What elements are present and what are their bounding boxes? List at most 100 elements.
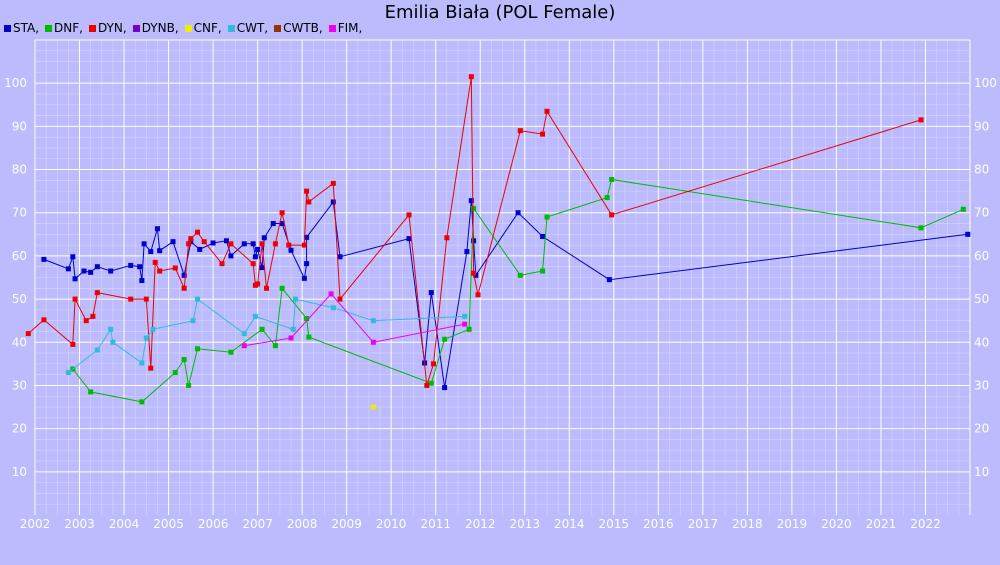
y-tick-label-right: 40 xyxy=(974,335,989,349)
data-point xyxy=(255,281,261,287)
legend-label: FIM, xyxy=(337,21,363,35)
data-point xyxy=(186,241,192,247)
data-point xyxy=(468,198,474,204)
data-point xyxy=(304,188,310,194)
data-point xyxy=(250,261,256,267)
x-tick-label: 2009 xyxy=(331,517,362,531)
y-tick-label-right: 70 xyxy=(974,206,989,220)
data-point xyxy=(65,370,71,375)
x-tick-label: 2020 xyxy=(821,517,852,531)
y-tick-label-left: 50 xyxy=(12,292,27,306)
data-point xyxy=(108,326,114,332)
data-point xyxy=(137,264,143,270)
data-point xyxy=(540,233,546,239)
data-point xyxy=(108,268,114,274)
series-line xyxy=(43,200,968,388)
data-point xyxy=(139,360,145,366)
data-point xyxy=(143,335,149,341)
data-point xyxy=(424,382,430,388)
x-tick-label: 2015 xyxy=(599,517,630,531)
data-point xyxy=(272,241,278,247)
data-point xyxy=(223,238,229,244)
y-tick-label-right: 50 xyxy=(974,292,989,306)
data-point xyxy=(261,235,267,241)
data-point xyxy=(154,226,160,232)
data-point xyxy=(515,210,521,216)
data-point xyxy=(466,326,472,332)
data-point xyxy=(190,318,196,324)
legend-label: DNF, xyxy=(54,21,83,35)
y-tick-label-right: 20 xyxy=(974,422,989,436)
y-tick-label-left: 70 xyxy=(12,206,27,220)
x-tick-label: 2022 xyxy=(910,517,941,531)
data-point xyxy=(292,296,298,302)
data-point xyxy=(228,253,234,259)
data-point xyxy=(290,326,296,332)
data-point xyxy=(259,241,265,247)
x-tick-label: 2019 xyxy=(777,517,808,531)
data-point xyxy=(544,214,550,220)
data-point xyxy=(462,321,468,327)
data-point xyxy=(65,266,71,272)
data-point xyxy=(252,254,258,260)
data-point xyxy=(197,246,203,252)
data-point xyxy=(444,235,450,241)
data-point xyxy=(471,270,477,276)
x-tick-label: 2005 xyxy=(153,517,184,531)
data-point xyxy=(464,249,470,255)
data-point xyxy=(70,254,76,260)
x-tick-label: 2007 xyxy=(242,517,273,531)
data-point xyxy=(241,343,247,349)
data-point xyxy=(442,336,448,342)
data-point xyxy=(250,241,256,247)
data-point xyxy=(128,296,134,302)
data-point xyxy=(330,305,336,311)
data-point xyxy=(259,265,265,271)
data-point xyxy=(918,225,924,231)
data-point xyxy=(370,318,376,324)
data-point xyxy=(94,290,100,296)
y-tick-label-left: 100 xyxy=(4,76,27,90)
data-point xyxy=(279,210,285,216)
data-point xyxy=(304,261,310,267)
data-point xyxy=(201,239,207,245)
data-point xyxy=(41,256,47,262)
data-point xyxy=(72,296,78,302)
data-point xyxy=(139,399,145,405)
data-point xyxy=(110,339,116,345)
data-point xyxy=(88,389,94,395)
data-point xyxy=(288,335,294,341)
data-point xyxy=(301,275,307,281)
legend-item: DYN, xyxy=(88,20,127,36)
y-tick-label-left: 20 xyxy=(12,422,27,436)
data-point xyxy=(152,259,158,265)
data-point xyxy=(279,221,285,227)
data-point xyxy=(960,206,966,212)
y-tick-label-left: 10 xyxy=(12,465,27,479)
data-point xyxy=(370,404,376,410)
data-point xyxy=(94,347,100,353)
x-tick-label: 2010 xyxy=(376,517,407,531)
data-point xyxy=(188,236,194,242)
legend-swatch xyxy=(45,24,53,32)
data-point xyxy=(41,317,47,323)
data-point xyxy=(430,361,436,367)
series-line xyxy=(244,293,465,347)
x-tick-label: 2011 xyxy=(420,517,451,531)
data-point xyxy=(330,199,336,205)
data-point xyxy=(428,380,434,386)
data-point xyxy=(128,262,134,268)
data-point xyxy=(228,241,234,247)
data-point xyxy=(330,180,336,186)
x-tick-label: 2012 xyxy=(465,517,496,531)
data-point xyxy=(462,313,468,319)
data-point xyxy=(540,131,546,137)
legend-swatch xyxy=(4,24,11,32)
data-point xyxy=(241,331,247,337)
data-point xyxy=(475,292,481,298)
x-tick-label: 2002 xyxy=(20,517,51,531)
data-point xyxy=(442,385,448,391)
y-tick-label-left: 60 xyxy=(12,249,27,263)
data-point xyxy=(306,334,312,340)
data-point xyxy=(157,248,163,254)
